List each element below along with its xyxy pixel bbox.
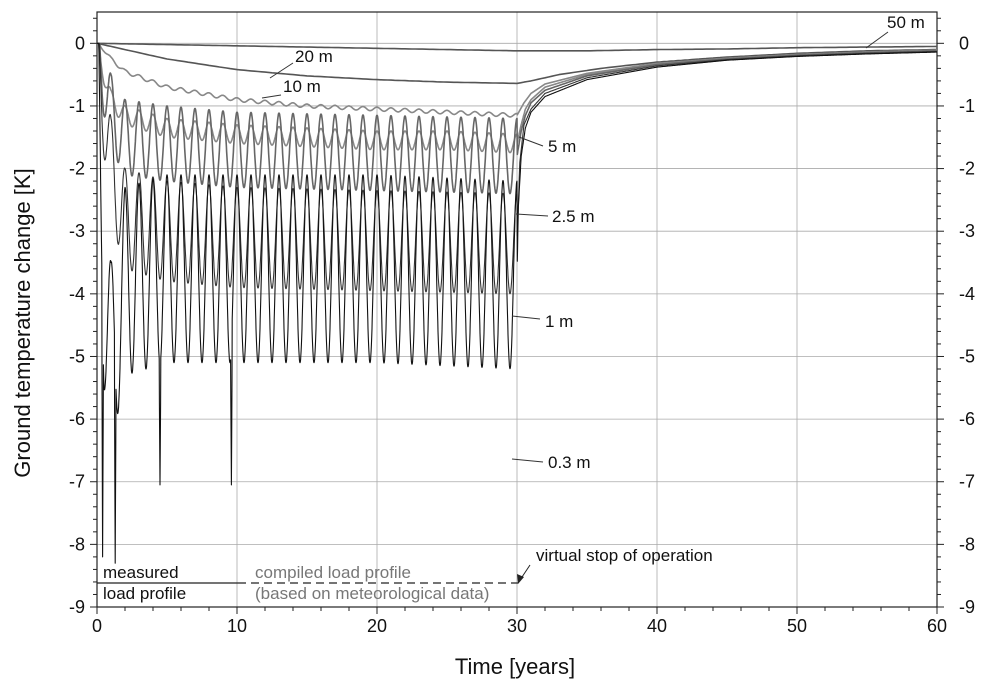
compiled-label-1: compiled load profile <box>255 563 411 582</box>
leader-2-5m <box>515 213 549 217</box>
grid <box>96 12 938 608</box>
leader-10m <box>261 94 282 99</box>
measured-label-1: measured <box>103 563 179 582</box>
y-tick-label-left: -3 <box>69 221 85 241</box>
series-line-20-m <box>96 42 937 85</box>
y-tick-label-left: -8 <box>69 534 85 554</box>
y-tick-label-right: -8 <box>959 534 975 554</box>
y-tick-label-right: -6 <box>959 409 975 429</box>
y-tick-label-right: -9 <box>959 597 975 617</box>
compiled-label-2: (based on meteorological data) <box>255 584 489 603</box>
series-line-0-3-m <box>96 42 938 564</box>
y-tick-label-left: 0 <box>75 33 85 53</box>
x-axis-title: Time [years] <box>455 654 575 679</box>
x-tick-label: 10 <box>227 616 247 636</box>
y-tick-label-left: -2 <box>69 159 85 179</box>
label-2-5m: 2.5 m <box>552 207 595 226</box>
axis-ticks <box>90 17 944 614</box>
y-tick-label-right: -1 <box>959 96 975 116</box>
y-axis-title: Ground temperature change [K] <box>10 168 35 477</box>
label-5m: 5 m <box>548 137 576 156</box>
virtual-stop-label: virtual stop of operation <box>536 546 713 565</box>
x-tick-label: 50 <box>787 616 807 636</box>
tick-labels: 0 10 20 30 40 50 60 0 0 -1 -1 -2 -2 -3 -3 -4 -4 -5 -5 -6 -6 -… <box>69 33 975 636</box>
measured-label-2: load profile <box>103 584 186 603</box>
y-tick-label-right: -3 <box>959 221 975 241</box>
y-tick-label-left: -1 <box>69 96 85 116</box>
series-line-50-m <box>96 42 938 52</box>
leader-5m <box>518 136 544 147</box>
x-tick-label: 60 <box>927 616 947 636</box>
series-layer <box>96 42 938 564</box>
y-tick-label-right: -4 <box>959 284 975 304</box>
y-tick-label-right: -5 <box>959 346 975 366</box>
label-0-3m: 0.3 m <box>548 453 591 472</box>
y-tick-label-left: -7 <box>69 472 85 492</box>
label-50m: 50 m <box>887 13 925 32</box>
y-tick-label-left: -5 <box>69 346 85 366</box>
leader-50m <box>865 31 889 49</box>
series-labels: 50 m 20 m 10 m 5 m 2.5 m 1 m 0.3 m <box>261 13 925 472</box>
virtual-stop-arrowhead <box>517 574 524 584</box>
leader-0-3m <box>511 458 544 463</box>
y-tick-label-left: -4 <box>69 284 85 304</box>
label-10m: 10 m <box>283 77 321 96</box>
label-1m: 1 m <box>545 312 573 331</box>
series-line-2-5-m <box>96 42 938 195</box>
x-tick-label: 20 <box>367 616 387 636</box>
y-tick-label-right: 0 <box>959 33 969 53</box>
y-tick-label-right: -2 <box>959 159 975 179</box>
label-20m: 20 m <box>295 47 333 66</box>
y-tick-label-left: -6 <box>69 409 85 429</box>
x-tick-label: 30 <box>507 616 527 636</box>
y-tick-label-right: -7 <box>959 472 975 492</box>
leader-1m <box>511 315 541 320</box>
x-tick-label: 0 <box>92 616 102 636</box>
annotations: measured load profile compiled load prof… <box>97 546 713 603</box>
x-tick-label: 40 <box>647 616 667 636</box>
leader-20m <box>269 62 294 79</box>
y-tick-label-left: -9 <box>69 597 85 617</box>
